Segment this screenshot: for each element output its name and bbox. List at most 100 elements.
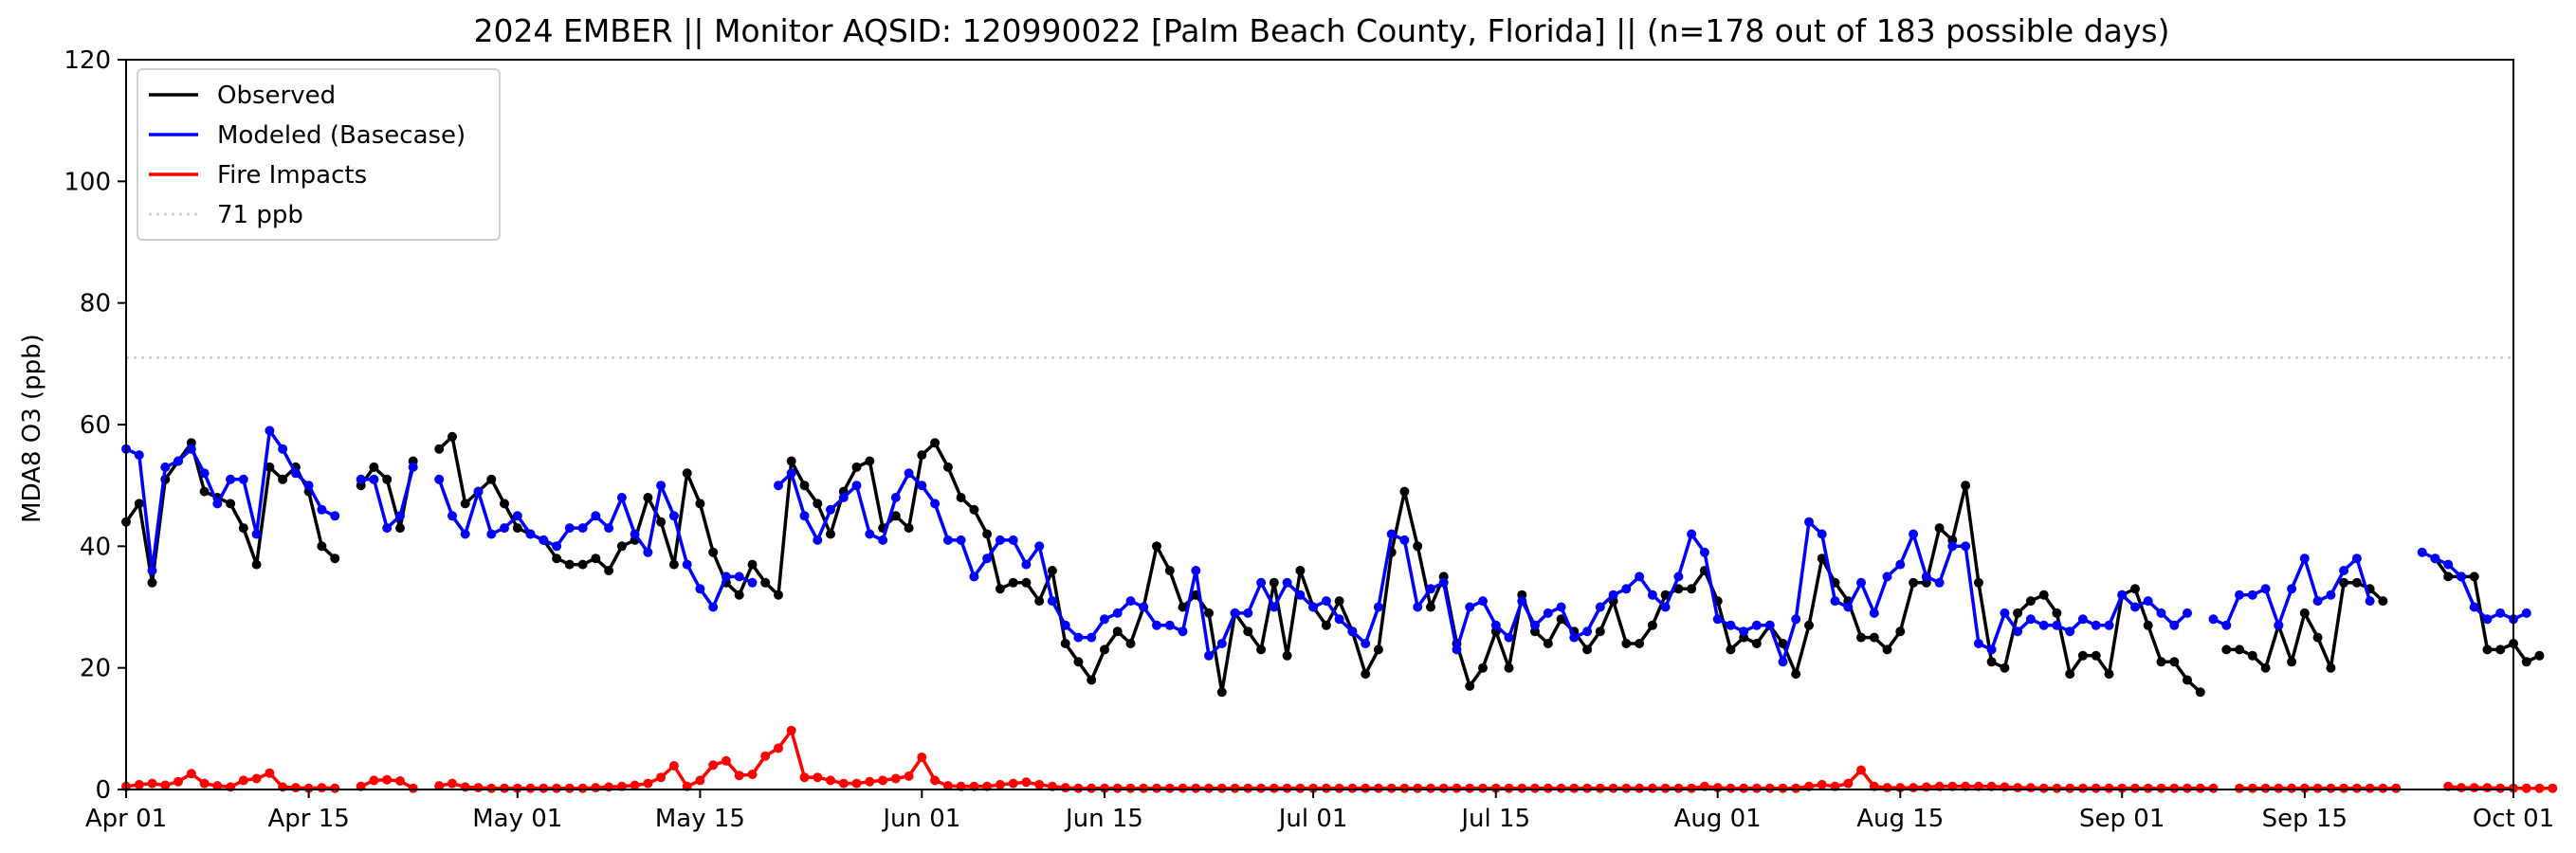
data-point bbox=[1934, 577, 1945, 588]
data-point bbox=[290, 468, 301, 479]
data-point bbox=[265, 426, 275, 436]
data-point bbox=[2521, 783, 2531, 793]
data-point bbox=[1087, 675, 1097, 685]
data-point bbox=[2326, 662, 2336, 673]
data-point bbox=[1726, 783, 1736, 793]
data-point bbox=[1517, 783, 1527, 793]
data-point bbox=[1791, 614, 1801, 625]
data-point bbox=[774, 481, 783, 491]
data-point bbox=[238, 775, 248, 786]
data-point bbox=[1582, 783, 1593, 793]
data-point bbox=[2443, 572, 2454, 582]
data-point bbox=[1764, 620, 1775, 630]
legend-label: Fire Impacts bbox=[217, 161, 367, 190]
data-point bbox=[486, 474, 497, 484]
data-point bbox=[2052, 608, 2062, 618]
data-point bbox=[1660, 783, 1671, 793]
data-point bbox=[1478, 596, 1488, 607]
data-point bbox=[1269, 602, 1279, 612]
data-point bbox=[1295, 566, 1306, 575]
data-point bbox=[1504, 662, 1514, 673]
data-point bbox=[930, 438, 941, 448]
data-point bbox=[2130, 783, 2140, 793]
data-point bbox=[1164, 620, 1175, 630]
chart-title: 2024 EMBER || Monitor AQSID: 120990022 [… bbox=[474, 12, 2170, 49]
data-point bbox=[1008, 778, 1018, 789]
data-point bbox=[1465, 681, 1475, 691]
data-point bbox=[251, 773, 262, 784]
data-point bbox=[2025, 596, 2036, 607]
data-point bbox=[695, 775, 705, 786]
data-point bbox=[512, 511, 522, 521]
data-point bbox=[1804, 517, 1814, 527]
data-point bbox=[656, 481, 667, 491]
data-point bbox=[2183, 608, 2192, 618]
data-point bbox=[2482, 614, 2493, 625]
data-point bbox=[2495, 783, 2506, 793]
data-point bbox=[448, 431, 457, 442]
data-point bbox=[2351, 783, 2362, 793]
data-point bbox=[591, 783, 601, 793]
data-point bbox=[473, 783, 484, 793]
data-point bbox=[1426, 602, 1435, 612]
data-point bbox=[942, 535, 953, 545]
data-point bbox=[317, 783, 327, 793]
data-point bbox=[734, 572, 744, 582]
data-point bbox=[851, 481, 862, 491]
data-point bbox=[1739, 783, 1749, 793]
data-point bbox=[1712, 614, 1723, 625]
data-point bbox=[226, 474, 236, 484]
data-point bbox=[2378, 783, 2388, 793]
data-point bbox=[2351, 577, 2362, 588]
data-point bbox=[395, 776, 405, 786]
data-point bbox=[1373, 602, 1383, 612]
data-point bbox=[616, 493, 627, 502]
x-tick-label: Aug 15 bbox=[1856, 805, 1944, 833]
data-point bbox=[199, 468, 210, 479]
data-point bbox=[1047, 566, 1057, 575]
data-point bbox=[564, 559, 575, 570]
data-point bbox=[1608, 590, 1618, 600]
y-tick-label: 120 bbox=[64, 46, 111, 75]
data-point bbox=[1778, 657, 1788, 667]
data-point bbox=[1230, 608, 1240, 618]
data-point bbox=[1191, 783, 1201, 793]
data-point bbox=[734, 771, 744, 781]
data-point bbox=[668, 761, 679, 771]
data-point bbox=[1986, 644, 1997, 655]
data-point bbox=[1087, 632, 1097, 643]
data-point bbox=[930, 499, 941, 509]
data-point bbox=[630, 529, 640, 539]
x-tick-label: Apr 01 bbox=[85, 805, 167, 833]
data-point bbox=[708, 602, 719, 612]
data-point bbox=[890, 511, 901, 521]
data-point bbox=[708, 547, 719, 557]
data-point bbox=[942, 781, 953, 791]
data-point bbox=[1386, 783, 1397, 793]
data-point bbox=[1347, 783, 1358, 793]
data-point bbox=[2469, 783, 2479, 793]
data-point bbox=[747, 559, 758, 570]
data-point bbox=[826, 775, 835, 786]
data-point bbox=[1073, 657, 1084, 667]
data-point bbox=[1478, 662, 1488, 673]
data-point bbox=[525, 783, 536, 793]
data-point bbox=[186, 444, 196, 454]
data-point bbox=[591, 511, 601, 521]
data-point bbox=[2339, 577, 2349, 588]
data-point bbox=[174, 776, 183, 787]
data-point bbox=[1595, 783, 1605, 793]
data-point bbox=[486, 529, 497, 539]
x-tick-label: Jun 01 bbox=[881, 805, 960, 833]
x-tick-label: Jun 15 bbox=[1064, 805, 1143, 833]
data-point bbox=[1216, 783, 1227, 793]
data-point bbox=[1125, 783, 1136, 793]
data-point bbox=[2208, 614, 2219, 625]
data-point bbox=[2260, 584, 2271, 594]
data-point bbox=[1817, 779, 1827, 789]
data-point bbox=[186, 769, 196, 779]
data-point bbox=[382, 523, 393, 534]
data-point bbox=[1556, 602, 1566, 612]
data-point bbox=[564, 523, 575, 534]
data-point bbox=[865, 776, 875, 787]
